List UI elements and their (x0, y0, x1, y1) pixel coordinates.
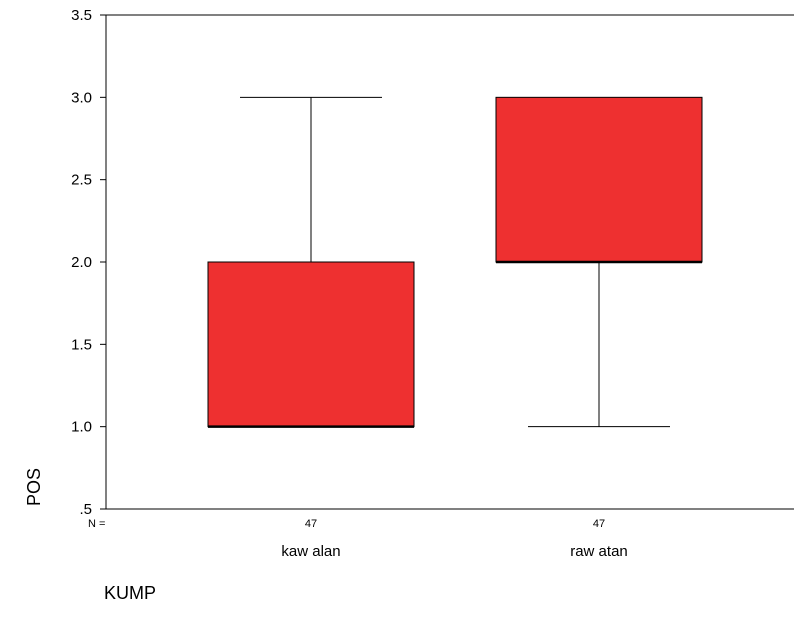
y-tick-label: 1.5 (71, 336, 92, 353)
y-tick-label: .5 (79, 501, 92, 518)
sample-size-row: N = 47 47 (88, 518, 605, 530)
y-tick-label: 3.5 (71, 7, 92, 24)
y-tick-label: 2.0 (71, 254, 92, 271)
n-prefix-label: N = (88, 518, 105, 530)
n-count-label: 47 (593, 518, 605, 530)
y-axis-title: POS (24, 468, 44, 506)
box-plot-group (207, 96, 415, 428)
y-tick-label: 1.0 (71, 419, 92, 436)
y-axis-ticks: .5 1.0 1.5 2.0 2.5 3.0 3.5 (71, 7, 106, 518)
y-tick-label: 2.5 (71, 172, 92, 189)
category-label: raw atan (570, 543, 628, 560)
box-series (207, 96, 703, 428)
n-count-label: 47 (305, 518, 317, 530)
y-tick-label: 3.0 (71, 89, 92, 106)
category-label: kaw alan (281, 543, 340, 560)
category-labels: kaw alan raw atan (281, 543, 627, 560)
iqr-box (207, 261, 415, 428)
iqr-box (495, 96, 703, 263)
box-plot-group (495, 96, 703, 428)
x-axis-title: KUMP (104, 583, 156, 603)
